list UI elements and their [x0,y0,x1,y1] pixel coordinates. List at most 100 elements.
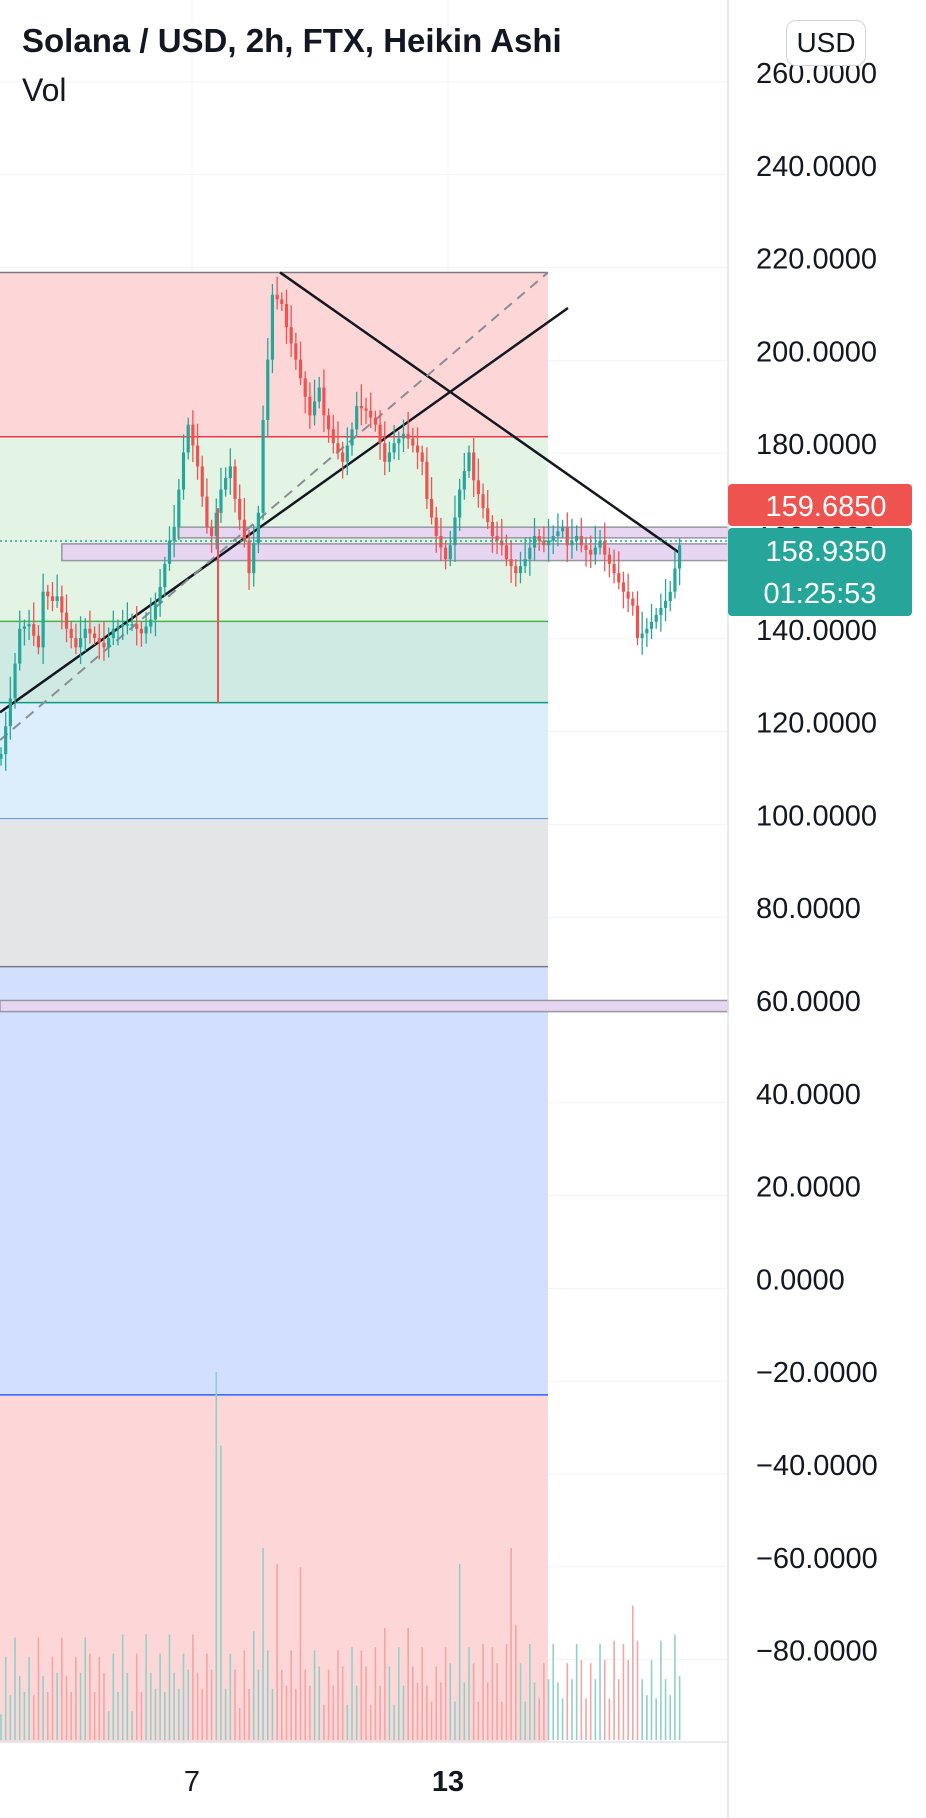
candle-29 [135,606,139,646]
volume-bar-131 [613,1640,615,1740]
volume-bar-120 [561,1698,564,1740]
volume-bar-8 [37,1637,40,1740]
volume-bar-15 [70,1692,72,1740]
candle-93 [434,506,438,553]
candle-82 [383,421,387,476]
volume-bar-42 [196,1672,199,1740]
price-label-last: 158.9350 [766,536,887,568]
volume-bar-138 [646,1695,648,1740]
candle-body-26 [121,624,125,627]
price-tick-15: −40.0000 [756,1450,878,1482]
volume-bar-65 [304,1669,306,1740]
candle-111 [518,551,523,584]
volume-bar-39 [182,1653,185,1740]
candle-body-125 [584,545,588,550]
volume-bar-2 [9,1695,12,1740]
price-tick-10: 60.0000 [756,986,861,1018]
candle-62 [289,305,293,357]
candle-40 [186,417,190,460]
candle-body-129 [603,540,607,555]
candle-body-14 [64,612,69,629]
candle-body-54 [252,542,256,574]
candle-body-91 [425,461,429,499]
volume-bar-67 [313,1650,316,1740]
candle-body-113 [528,547,532,560]
candle-body-1 [4,726,8,755]
candle-16 [74,623,78,655]
volume-bar-6 [28,1656,30,1740]
candle-87 [406,412,410,449]
price-tick-16: −60.0000 [756,1543,878,1575]
zone-blue [0,966,548,1395]
candle-body-118 [551,536,555,541]
zone-gray [0,818,548,967]
candle-49 [228,448,232,495]
candle-body-15 [69,628,73,639]
volume-bar-45 [210,1669,213,1740]
candle-120 [561,519,565,539]
candle-body-142 [663,600,668,608]
volume-bar-33 [154,1688,157,1740]
volume-bar-133 [622,1644,625,1740]
candle-body-80 [373,417,377,425]
volume-bar-17 [79,1672,82,1740]
volume-bar-35 [164,1692,166,1740]
currency-button[interactable]: USD [786,20,866,66]
candle-body-123 [575,536,579,541]
candle-body-83 [387,452,392,462]
volume-bar-101 [472,1663,475,1740]
volume-bar-145 [678,1676,681,1740]
candle-27 [125,602,129,635]
volume-bar-124 [580,1660,583,1740]
volume-bar-36 [168,1634,171,1740]
candle-76 [355,391,359,437]
volume-bar-132 [617,1679,620,1740]
volume-bar-43 [201,1688,204,1740]
volume-bar-24 [112,1653,115,1740]
volume-bar-83 [388,1666,391,1740]
price-labels: 159.6850 158.9350 01:25:53 [0,484,912,616]
candle-132 [617,551,621,590]
candle-body-97 [453,517,457,546]
candle-body-33 [153,603,158,620]
candle-body-23 [107,638,111,648]
volume-bar-121 [566,1663,569,1740]
candle-body-78 [364,408,368,411]
zone-light-blue [0,702,548,819]
volume-bar-126 [589,1663,592,1740]
candle-body-133 [621,582,626,592]
volume-bar-31 [145,1634,147,1740]
candle-135 [631,591,635,616]
candle-body-81 [378,424,382,444]
candle-58 [270,284,275,374]
candle-74 [345,427,349,476]
price-tick-9: 80.0000 [756,893,861,925]
candle-body-111 [518,566,523,574]
volume-bar-129 [603,1660,606,1740]
candle-15 [69,621,73,649]
candle-body-59 [275,294,279,300]
volume-bar-112 [524,1701,526,1740]
candle-14 [64,594,69,643]
candle-100 [467,445,471,478]
candle-body-90 [420,452,424,462]
candle-138 [645,618,649,647]
candle-12 [55,574,59,608]
volume-bar-28 [131,1711,133,1740]
candle-body-121 [565,526,569,546]
candle-91 [425,447,429,510]
volume-bar-86 [402,1685,405,1740]
candle-106 [495,521,499,555]
candle-body-92 [429,498,434,518]
candle-37 [172,504,176,558]
candle-body-143 [668,591,672,601]
candle-body-41 [191,424,195,446]
volume-bar-76 [355,1685,358,1740]
candle-105 [490,515,494,553]
candle-35 [163,556,167,598]
candle-125 [584,538,588,567]
candle-28 [130,613,134,632]
candle-body-128 [598,540,602,548]
volume-bar-21 [98,1656,101,1740]
